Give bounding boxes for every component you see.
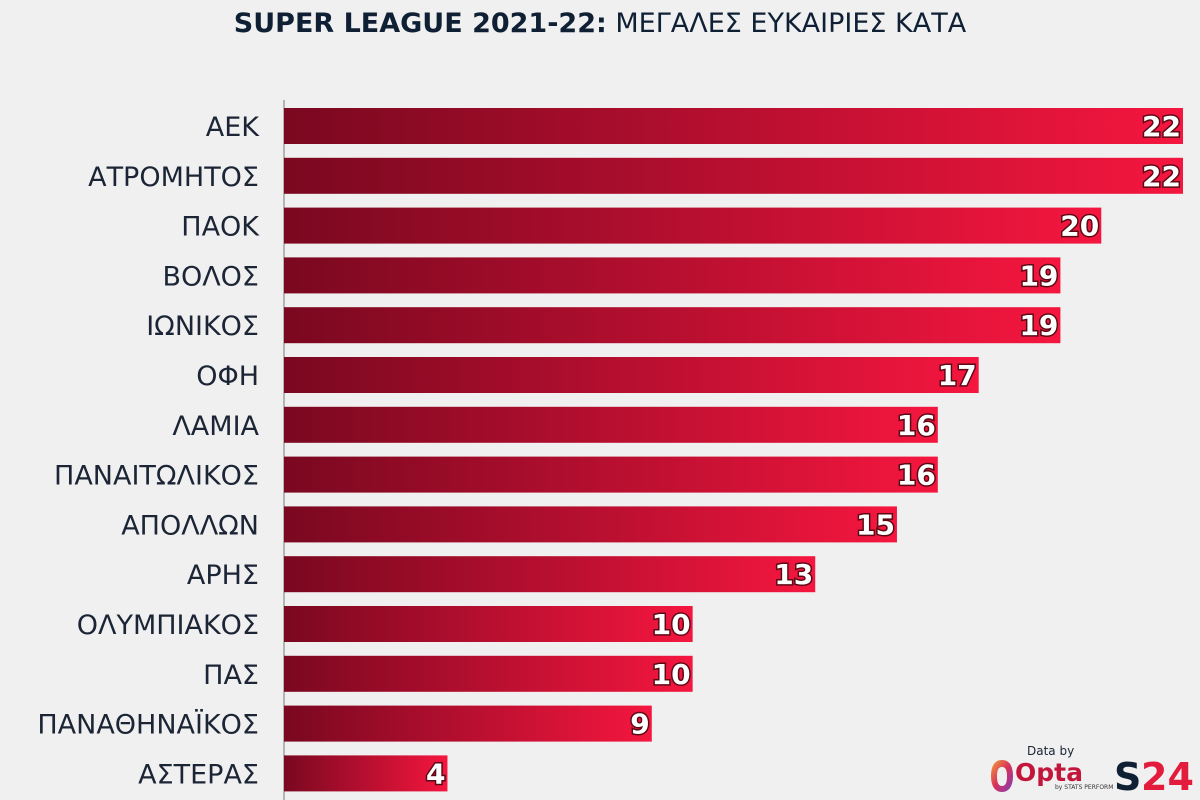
category-label: ΑΕΚ xyxy=(206,112,261,143)
category-label: ΠΑΝΑΘΗΝΑΪΚΟΣ xyxy=(37,709,259,741)
bar xyxy=(284,207,1102,244)
title-rest: ΜΕΓΑΛΕΣ ΕΥΚΑΙΡΙΕΣ ΚΑΤΑ xyxy=(606,8,967,39)
value-label: 19 xyxy=(1019,309,1058,342)
chart-title: SUPER LEAGUE 2021-22: ΜΕΓΑΛΕΣ ΕΥΚΑΙΡΙΕΣ … xyxy=(0,8,1200,39)
bar xyxy=(284,257,1061,294)
bar xyxy=(284,705,652,742)
s24-s: S xyxy=(1114,756,1141,796)
opta-sub-label: by STATS PERFORM xyxy=(1055,784,1114,791)
category-label: ΑΤΡΟΜΗΤΟΣ xyxy=(88,162,259,193)
category-label: ΒΟΛΟΣ xyxy=(162,261,259,292)
value-label: 15 xyxy=(856,508,895,541)
category-label: ΙΩΝΙΚΟΣ xyxy=(146,311,259,342)
category-label: ΠΑΟΚ xyxy=(181,212,260,243)
value-label: 20 xyxy=(1060,210,1099,243)
bar xyxy=(284,307,1061,344)
category-label: ΑΣΤΕΡΑΣ xyxy=(138,759,259,790)
category-label: ΠΑΣ xyxy=(203,660,259,691)
bar xyxy=(284,157,1183,194)
bar xyxy=(284,406,938,443)
value-label: 9 xyxy=(630,708,649,741)
bar xyxy=(284,506,897,543)
value-label: 10 xyxy=(652,608,691,641)
bar xyxy=(284,755,448,792)
bar xyxy=(284,108,1183,144)
category-label: ΑΠΟΛΛΩΝ xyxy=(121,510,259,541)
bar xyxy=(284,357,979,393)
s24-digits: 24 xyxy=(1141,756,1194,796)
value-label: 16 xyxy=(897,459,936,492)
bar xyxy=(284,456,938,493)
title-bold: SUPER LEAGUE 2021-22: xyxy=(233,8,607,39)
value-label: 13 xyxy=(774,558,813,591)
opta-logo: Data by Opta by STATS PERFORM xyxy=(985,744,1113,796)
value-label: 22 xyxy=(1142,110,1181,143)
bar xyxy=(284,655,693,692)
data-by-label: Data by xyxy=(1027,744,1075,758)
category-label: ΑΡΗΣ xyxy=(187,560,259,591)
s24-logo: S 24 xyxy=(1114,756,1194,796)
category-label: ΟΦΗ xyxy=(196,361,259,392)
bar xyxy=(284,556,816,593)
value-label: 16 xyxy=(897,409,936,442)
bar xyxy=(284,606,693,642)
value-label: 10 xyxy=(652,658,691,691)
value-label: 19 xyxy=(1019,259,1058,292)
value-label: 22 xyxy=(1142,160,1181,193)
opta-mark-icon xyxy=(991,760,1013,792)
category-label: ΟΛΥΜΠΙΑΚΟΣ xyxy=(77,610,259,641)
value-label: 4 xyxy=(426,757,445,790)
category-label: ΠΑΝΑΙΤΩΛΙΚΟΣ xyxy=(54,461,259,492)
value-label: 17 xyxy=(938,359,977,392)
category-label: ΛΑΜΙΑ xyxy=(172,411,259,442)
opta-wordmark: Opta xyxy=(1015,758,1083,787)
